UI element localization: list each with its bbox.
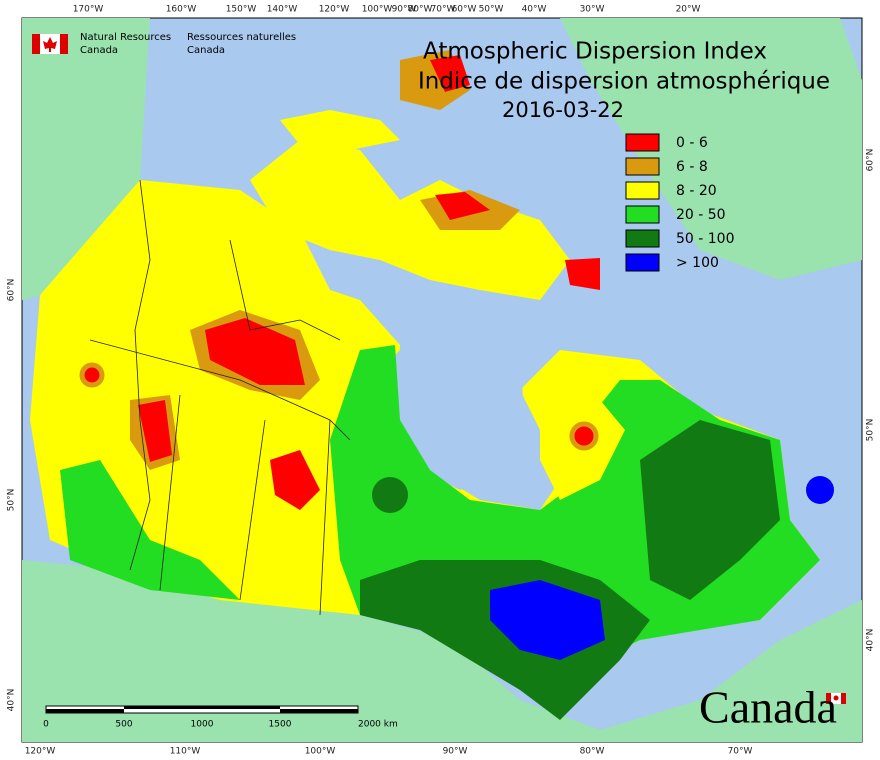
lon-label: 60°W	[452, 5, 477, 15]
scale-seg	[46, 709, 124, 713]
lon-label: 20°W	[676, 5, 701, 15]
scale-label: 2000 km	[358, 720, 398, 730]
alaska	[22, 18, 150, 300]
dark-green-east	[640, 420, 780, 600]
agency-en: Canada	[80, 45, 118, 56]
scale-seg	[280, 709, 358, 713]
red-west	[79, 362, 105, 388]
lon-label: 100°W	[362, 5, 393, 15]
scale-seg	[124, 706, 202, 709]
blue-zone	[490, 580, 605, 660]
title-fr: Indice de dispersion atmosphérique	[418, 69, 830, 95]
dark-green-ontario	[372, 477, 408, 513]
scale-label: 1000	[191, 720, 214, 730]
legend-swatch	[625, 229, 660, 248]
lon-label: 90°W	[443, 747, 468, 757]
red-nwt	[205, 318, 305, 385]
red-bc	[138, 400, 172, 462]
boundaries	[89, 179, 351, 616]
legend-label: 6 - 8	[676, 159, 708, 175]
red-quebec	[569, 421, 599, 451]
arctic-islands	[250, 140, 570, 300]
lat-label: 40°N	[866, 629, 876, 652]
lat-label: 60°N	[7, 279, 17, 302]
legend-swatch	[625, 205, 660, 224]
red-baffin	[435, 192, 490, 220]
flag-bar	[60, 34, 68, 54]
greenland	[560, 18, 862, 280]
lon-label: 120°W	[319, 5, 350, 15]
scale-label: 0	[43, 720, 49, 730]
lon-label: 160°W	[166, 5, 197, 15]
legend-label: 0 - 6	[676, 135, 708, 151]
lon-label: 40°W	[522, 5, 547, 15]
legend-label: 50 - 100	[676, 231, 735, 247]
agency-en: Natural Resources	[80, 32, 171, 43]
ellesmere-core	[430, 55, 470, 92]
lat-label: 50°N	[866, 419, 876, 442]
flag-bar	[32, 34, 40, 54]
scale-seg	[202, 706, 280, 709]
agency-fr: Canada	[187, 45, 225, 56]
lon-label: 170°W	[73, 5, 104, 15]
map-frame	[21, 17, 863, 743]
title-en: Atmospheric Dispersion Index	[423, 39, 767, 65]
scale-labels: 0 500 1000 1500 2000 km	[43, 720, 398, 730]
maple-leaf	[43, 37, 57, 52]
lon-label: 140°W	[267, 5, 298, 15]
wordmark-leaf	[833, 695, 839, 701]
lon-label: 150°W	[226, 5, 257, 15]
lon-label: 70°W	[728, 747, 753, 757]
wordmark: Canada	[699, 682, 837, 733]
lat-label: 60°N	[866, 149, 876, 172]
blue-newfoundland	[806, 476, 834, 504]
legend-swatch	[625, 157, 660, 176]
wordmark-flag	[841, 693, 846, 704]
red-sask	[270, 450, 320, 510]
lat-label: 50°N	[7, 489, 17, 512]
title-date: 2016-03-22	[502, 98, 624, 122]
graticule-labels: 170°W 160°W 150°W 140°W 120°W 100°W 90°W80°W70…	[7, 5, 876, 757]
legend-label: > 100	[676, 255, 719, 271]
lon-label: 50°W	[479, 5, 504, 15]
lon-label: 80°W	[580, 747, 605, 757]
scale-label: 1500	[269, 720, 292, 730]
usa	[22, 560, 862, 742]
legend-swatch	[625, 133, 660, 152]
scale-label: 500	[115, 720, 132, 730]
scale-bar	[45, 705, 359, 714]
red-baffin-east	[565, 258, 600, 290]
legend-swatch	[625, 253, 660, 272]
islands-north	[280, 110, 400, 150]
legend-label: 8 - 20	[676, 183, 717, 199]
bc-green	[60, 460, 240, 600]
lon-label: 80°W	[408, 5, 433, 15]
lon-label: 70°W	[431, 5, 456, 15]
lon-label: 110°W	[170, 747, 201, 757]
lon-label: 30°W	[580, 5, 605, 15]
lon-label: 120°W	[25, 747, 56, 757]
legend-swatch	[625, 181, 660, 200]
lon-label: 100°W	[305, 747, 336, 757]
signature: Natural Resources Canada Ressources natu…	[32, 32, 296, 56]
lat-label: 40°N	[7, 689, 17, 712]
legend-label: 20 - 50	[676, 207, 726, 223]
lon-label: 90°W	[392, 5, 417, 15]
wordmark-flag	[826, 693, 831, 704]
legend: 0 - 6 6 - 8 8 - 20 20 - 50 50 - 100 > 100	[625, 133, 735, 272]
agency-fr: Ressources naturelles	[187, 32, 296, 43]
